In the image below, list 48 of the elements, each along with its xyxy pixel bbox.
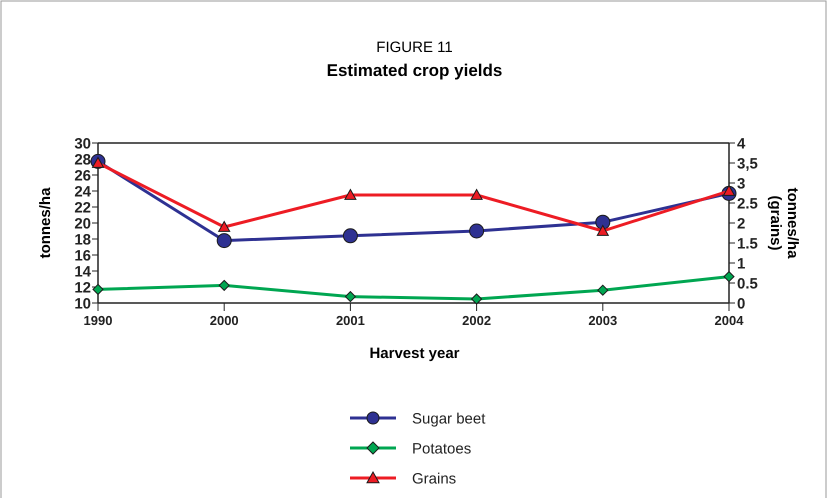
- x-tick-label: 2000: [210, 313, 239, 328]
- y2-tick-label: 0: [737, 295, 746, 312]
- point: [344, 291, 356, 302]
- point: [471, 294, 482, 304]
- point: [342, 228, 358, 244]
- y2-tick-label: 4: [737, 135, 746, 152]
- point: [218, 221, 230, 232]
- y-tick-label: 20: [74, 215, 91, 232]
- y-tick-label: 26: [74, 167, 91, 184]
- y-tick-label: 30: [74, 135, 91, 152]
- point: [218, 280, 230, 291]
- point: [595, 214, 610, 230]
- x-tick-label: 2003: [588, 313, 618, 328]
- y-tick-label: 10: [74, 295, 91, 312]
- point: [724, 271, 734, 282]
- chart-title: FIGURE 11: [376, 39, 453, 56]
- y2-tick-label: 2.5: [737, 195, 758, 212]
- y-tick-label: 18: [74, 231, 91, 248]
- chart-subtitle: Estimated crop yields: [326, 61, 502, 80]
- point: [92, 284, 104, 295]
- legend-label: Potatoes: [412, 440, 472, 458]
- y2-tick-label: 2: [737, 215, 746, 232]
- y-tick-label: 12: [74, 279, 91, 296]
- y2-tick-label: 1.5: [737, 235, 758, 252]
- point: [344, 189, 356, 200]
- x-tick-label: 1990: [84, 313, 112, 328]
- y-tick-label: 22: [74, 199, 91, 216]
- y-tick-label: 24: [74, 183, 92, 200]
- point: [596, 225, 609, 236]
- y2-axis-title: tonnes/ha (grains): [767, 188, 801, 260]
- x-tick-label: 2004: [714, 313, 744, 328]
- x-tick-label: 2001: [336, 313, 365, 328]
- y2-tick-label: 0.5: [737, 275, 758, 292]
- point: [216, 233, 232, 248]
- legend-label: Grains: [412, 470, 456, 488]
- legend-label: Sugar beet: [412, 410, 486, 428]
- point: [470, 189, 483, 200]
- point: [597, 284, 608, 296]
- x-axis-title: Harvest year: [369, 345, 460, 362]
- y2-tick-label: 3: [737, 175, 746, 192]
- point: [469, 224, 484, 238]
- y-tick-label: 16: [74, 247, 91, 264]
- x-tick-label: 2002: [462, 313, 492, 328]
- y-tick-label: 28: [74, 151, 91, 168]
- y-tick-label: 14: [74, 263, 92, 280]
- y-axis-title: tonnes/ha: [37, 186, 54, 258]
- y2-tick-label: 1: [737, 255, 746, 272]
- y2-tick-label: 3,5: [737, 155, 758, 172]
